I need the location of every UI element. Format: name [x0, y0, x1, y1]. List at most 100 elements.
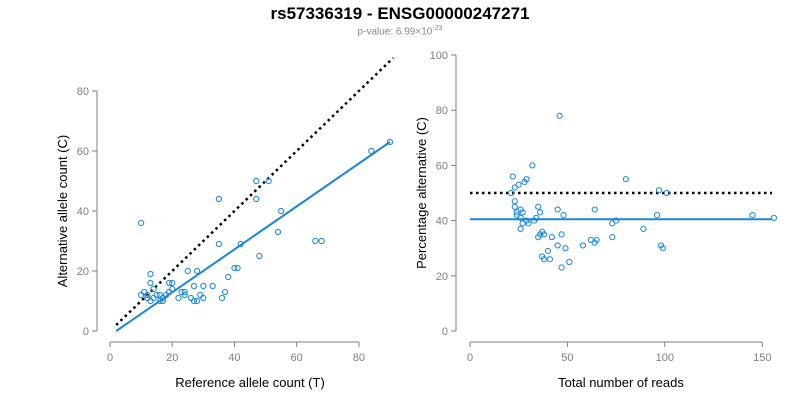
data-point	[166, 279, 173, 287]
p-value-text: p-value: 6.99×10	[357, 26, 433, 38]
y-tick-label: 40	[436, 216, 448, 228]
data-point	[535, 203, 542, 210]
data-point	[215, 240, 222, 248]
data-point	[558, 264, 565, 271]
data-point	[566, 258, 573, 266]
data-point	[546, 256, 553, 263]
y-tick-label: 0	[442, 326, 448, 338]
data-point	[540, 256, 548, 263]
data-point	[560, 211, 567, 219]
data-point	[659, 245, 666, 252]
y-tick-label: 20	[77, 266, 89, 278]
data-point	[515, 181, 522, 188]
data-point	[156, 291, 163, 299]
data-point	[138, 291, 145, 299]
data-point	[562, 245, 569, 252]
data-point	[622, 176, 629, 183]
data-point	[368, 147, 375, 155]
data-point	[147, 270, 154, 278]
data-point	[517, 214, 524, 221]
data-point	[591, 206, 598, 213]
data-point	[533, 214, 540, 221]
data-point	[640, 225, 647, 232]
x-tick-label: 40	[228, 352, 240, 364]
y-tick-label: 80	[436, 105, 448, 117]
data-point	[194, 267, 201, 275]
data-point	[215, 195, 222, 203]
data-point	[181, 291, 188, 299]
y-tick-label: 60	[436, 160, 448, 172]
data-point	[519, 209, 526, 216]
data-point	[169, 279, 176, 287]
data-point	[150, 285, 157, 293]
reference-line	[115, 57, 394, 326]
data-point	[386, 138, 394, 146]
data-point	[558, 231, 565, 238]
data-point	[153, 291, 160, 299]
data-point	[231, 264, 238, 272]
data-point	[200, 294, 207, 302]
x-tick-label: 60	[291, 352, 303, 364]
x-tick-label: 50	[561, 352, 573, 364]
data-point	[749, 211, 756, 219]
data-point	[529, 162, 536, 169]
data-point	[194, 297, 201, 305]
data-point	[609, 234, 616, 241]
data-point	[187, 294, 194, 302]
y-axis-title: Alternative allele count (C)	[55, 135, 70, 287]
data-point	[593, 236, 600, 244]
data-point	[278, 207, 285, 215]
x-tick-label: 80	[353, 352, 365, 364]
data-point	[556, 112, 563, 119]
x-tick-label: 100	[656, 352, 674, 364]
data-point	[511, 198, 518, 205]
data-point	[653, 211, 661, 219]
data-point	[200, 282, 207, 290]
y-tick-label: 60	[77, 146, 89, 158]
data-point	[147, 279, 154, 287]
data-point	[525, 220, 532, 227]
y-tick-label: 20	[436, 271, 448, 283]
data-point	[318, 237, 325, 245]
x-tick-label: 150	[753, 352, 771, 364]
x-tick-label: 20	[166, 352, 178, 364]
data-point	[209, 282, 216, 290]
data-point	[150, 294, 157, 302]
data-point	[511, 203, 518, 210]
data-point	[312, 237, 319, 245]
y-tick-label: 80	[77, 86, 89, 98]
data-point	[141, 288, 148, 296]
x-tick-label: 0	[467, 352, 473, 364]
data-point	[222, 288, 229, 296]
y-tick-label: 0	[83, 326, 89, 338]
y-axis-title: Percentage alternative (C)	[414, 117, 429, 269]
data-point	[169, 285, 176, 293]
data-point	[237, 240, 244, 248]
p-value-exponent: -23	[432, 25, 443, 32]
data-point	[274, 228, 282, 236]
x-axis-title: Reference allele count (T)	[175, 375, 325, 390]
data-point	[253, 195, 260, 203]
y-tick-label: 100	[430, 50, 448, 62]
data-point	[253, 177, 260, 185]
chart-title: rs57336319 - ENSG00000247271	[270, 4, 530, 23]
data-point	[770, 214, 778, 221]
data-point	[579, 242, 587, 249]
y-tick-label: 40	[77, 206, 89, 218]
data-point	[181, 288, 188, 296]
x-tick-label: 0	[107, 352, 113, 364]
data-point	[147, 297, 154, 305]
data-point	[225, 273, 232, 281]
data-point	[159, 297, 166, 305]
data-point	[144, 291, 151, 299]
data-point	[197, 291, 204, 299]
data-point	[517, 225, 524, 232]
data-point	[548, 234, 555, 241]
data-point	[184, 267, 191, 275]
p-value-subtitle: p-value: 6.99×10-23	[0, 25, 800, 37]
data-point	[190, 297, 198, 305]
data-point	[523, 176, 530, 183]
data-point	[509, 173, 516, 180]
data-point	[265, 177, 272, 185]
